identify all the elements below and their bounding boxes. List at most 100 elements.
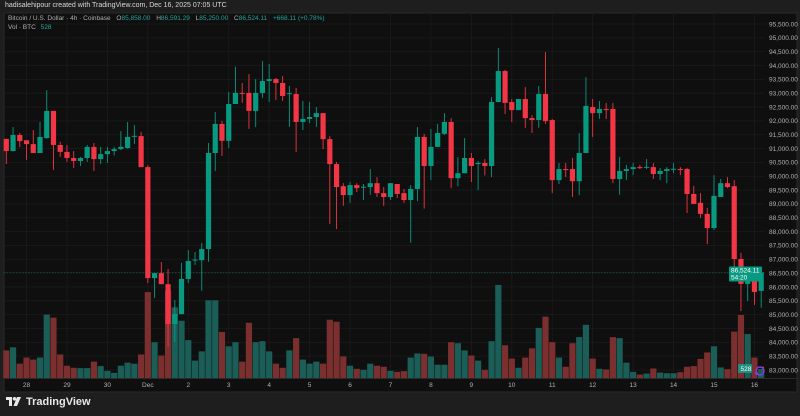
time-tick-label: 8 bbox=[429, 382, 433, 389]
candle-body bbox=[522, 99, 528, 119]
candle-down bbox=[17, 133, 23, 148]
symbol-description[interactable]: Bitcoin / U.S. Dollar · 4h · Coinbase bbox=[8, 15, 111, 22]
candle-down bbox=[374, 177, 380, 197]
candle-body bbox=[118, 146, 124, 150]
candle-body bbox=[37, 136, 43, 153]
candle-down bbox=[468, 152, 474, 183]
candle-down bbox=[529, 115, 535, 134]
candle-body bbox=[381, 193, 387, 197]
volume-bar bbox=[158, 355, 165, 378]
candle-body bbox=[387, 183, 394, 197]
candle-up bbox=[515, 99, 522, 111]
price-axis[interactable]: 95,500.00 95,000.00 94,500.00 94,000.00 93,5… bbox=[769, 21, 798, 374]
candle-up bbox=[536, 86, 542, 128]
candle-body bbox=[536, 94, 542, 121]
volume-bar bbox=[111, 372, 118, 378]
bar-countdown: 54:20 bbox=[731, 274, 748, 281]
candle-body bbox=[704, 213, 710, 229]
volume-bar bbox=[84, 368, 91, 378]
candle-up bbox=[367, 169, 373, 195]
candle-body bbox=[670, 168, 677, 170]
price-tick-label: 89,000.00 bbox=[769, 201, 798, 208]
candle-body bbox=[3, 138, 9, 152]
candle-down bbox=[320, 113, 326, 150]
volume-bar bbox=[198, 351, 205, 378]
candle-body bbox=[428, 146, 434, 166]
candle-body bbox=[758, 272, 764, 291]
candle-body bbox=[684, 169, 690, 194]
volume-bar bbox=[50, 317, 57, 378]
volume-bar bbox=[603, 369, 610, 378]
ohlc-row: Bitcoin / U.S. Dollar · 4h · Coinbase O8… bbox=[8, 15, 325, 24]
price-tick-label: 85,000.00 bbox=[769, 312, 798, 319]
price-tick-label: 84,000.00 bbox=[769, 340, 798, 347]
candle-body bbox=[354, 185, 360, 189]
candle-body bbox=[226, 103, 232, 141]
candle-body bbox=[617, 170, 623, 180]
candle-body bbox=[280, 82, 286, 96]
time-tick-label: 7 bbox=[389, 382, 393, 389]
candle-body bbox=[239, 92, 245, 94]
volume-bar bbox=[542, 316, 549, 378]
time-tick-label: 10 bbox=[508, 382, 516, 389]
candle-body bbox=[64, 151, 70, 158]
candle-down bbox=[448, 118, 454, 189]
volume-bar bbox=[643, 373, 650, 378]
volume-bar bbox=[36, 357, 44, 378]
candle-body bbox=[650, 167, 656, 175]
volume-bar bbox=[656, 372, 664, 378]
volume-bar bbox=[690, 366, 697, 378]
chart-credit: hadisalehipour created with TradingView.… bbox=[5, 2, 227, 9]
time-axis[interactable]: 28 29 30 Dec 2 3 4 5 6 7 8 9 10 11 12 13 14 15 16 bbox=[23, 382, 759, 389]
candle-up bbox=[556, 162, 562, 184]
time-tick-label: 29 bbox=[63, 382, 71, 389]
replay-icon[interactable] bbox=[755, 366, 765, 376]
candle-up bbox=[617, 156, 623, 195]
candle-body bbox=[731, 186, 737, 260]
volume-bar bbox=[380, 366, 387, 378]
candle-body bbox=[10, 134, 16, 152]
candle-down bbox=[57, 141, 63, 157]
candle-up bbox=[84, 144, 90, 162]
last-price-badge: 86,524.11 54:20 bbox=[729, 266, 762, 282]
candle-down bbox=[340, 183, 346, 206]
candle-down bbox=[138, 131, 144, 168]
candle-body bbox=[630, 167, 636, 170]
candle-down bbox=[64, 144, 70, 162]
chart-legend: Bitcoin / U.S. Dollar · 4h · Coinbase O8… bbox=[8, 15, 325, 32]
open-label: O bbox=[116, 15, 122, 22]
volume-bar bbox=[414, 353, 421, 378]
candle-body bbox=[84, 146, 90, 158]
candle-body bbox=[664, 169, 670, 171]
candle-body bbox=[253, 92, 259, 111]
candle-up bbox=[286, 86, 292, 127]
candle-down bbox=[677, 167, 683, 176]
candle-down bbox=[704, 207, 710, 245]
volume-label[interactable]: Vol · BTC bbox=[8, 23, 36, 31]
open-value: 85,858.00 bbox=[121, 15, 151, 22]
candle-down bbox=[590, 99, 596, 137]
candle-body bbox=[192, 259, 198, 261]
candle-down bbox=[563, 162, 569, 178]
candle-up bbox=[644, 159, 650, 170]
volume-bar bbox=[306, 363, 313, 378]
volume-badge: 528 bbox=[738, 364, 752, 373]
volume-bar bbox=[346, 365, 354, 378]
volume-bar bbox=[630, 371, 637, 378]
candle-up bbox=[118, 131, 124, 150]
candle-down bbox=[3, 138, 9, 165]
volume-bar bbox=[596, 368, 603, 378]
grid-lines bbox=[4, 13, 765, 378]
candle-body bbox=[623, 169, 629, 171]
candle-body bbox=[185, 260, 191, 279]
footer-branding[interactable]: TradingView bbox=[6, 396, 91, 408]
candle-down bbox=[327, 136, 333, 225]
candle-up bbox=[37, 121, 43, 153]
candle-body bbox=[576, 152, 582, 182]
volume-bar bbox=[70, 367, 77, 378]
volume-bar bbox=[30, 359, 37, 378]
volume-bar bbox=[367, 363, 374, 378]
candle-body bbox=[219, 123, 225, 141]
candle-up bbox=[226, 92, 232, 149]
